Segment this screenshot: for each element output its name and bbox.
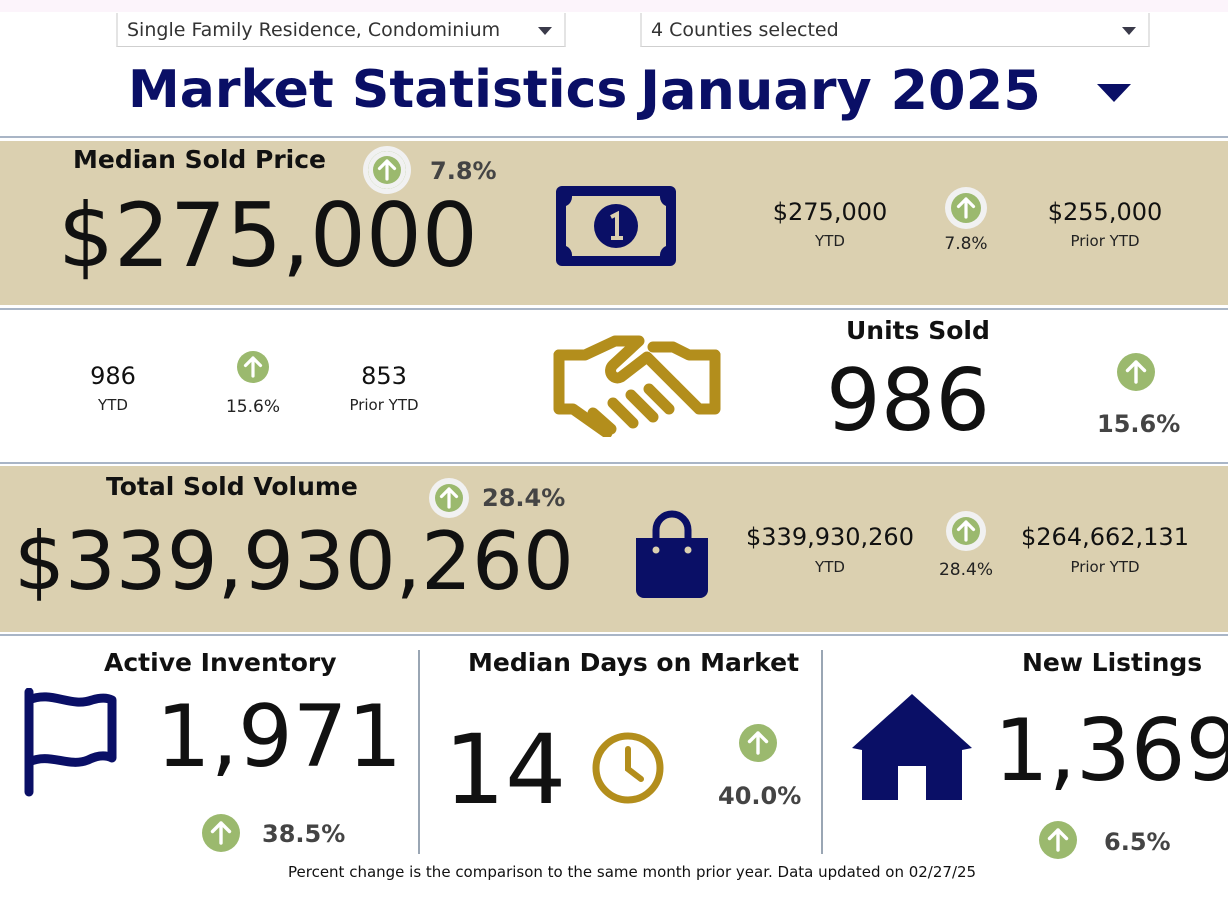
active-inventory-change: 38.5%	[262, 820, 346, 848]
shopping-bag-icon	[636, 510, 708, 598]
chevron-down-icon	[1122, 27, 1136, 35]
total-sold-volume-change: 28.4%	[482, 484, 566, 512]
up-arrow-icon	[1039, 821, 1077, 859]
divider	[0, 462, 1228, 464]
total-sold-volume-label: Total Sold Volume	[106, 472, 358, 501]
active-inventory-label: Active Inventory	[104, 648, 337, 677]
median-days-on-market-change: 40.0%	[718, 782, 802, 810]
column-separator	[418, 650, 420, 854]
units-sold-ytd-change: 15.6%	[225, 397, 280, 417]
column-separator	[821, 650, 823, 854]
units-sold-ytd-value: 986	[90, 362, 136, 390]
median-days-on-market-label: Median Days on Market	[468, 648, 800, 677]
flag-icon	[24, 688, 117, 797]
median-days-on-market-value: 14	[444, 714, 567, 826]
median-sold-price-ytd-value: $275,000	[772, 198, 888, 226]
median-sold-price-prior-value: $255,000	[1047, 198, 1163, 226]
median-sold-price-value: $275,000	[58, 184, 478, 287]
units-sold-prior-value: 853	[361, 362, 407, 390]
median-sold-price-label: Median Sold Price	[73, 145, 327, 174]
up-arrow-icon	[739, 724, 777, 762]
divider	[0, 308, 1228, 310]
clock-icon	[592, 732, 664, 804]
new-listings-change: 6.5%	[1104, 828, 1171, 856]
total-sold-volume-value: $339,930,260	[14, 515, 574, 608]
county-dropdown[interactable]: 4 Counties selected	[640, 13, 1150, 47]
up-arrow-icon	[237, 351, 269, 383]
up-arrow-icon	[945, 187, 987, 229]
median-sold-price-ytd-change: 7.8%	[944, 234, 988, 254]
active-inventory-value: 1,971	[156, 687, 403, 787]
units-sold-prior-label: Prior YTD	[349, 396, 419, 414]
house-icon	[852, 694, 972, 800]
new-listings-value: 1,369	[994, 701, 1228, 801]
period-selector-label[interactable]: January 2025	[640, 59, 1041, 122]
total-sold-volume-prior-label: Prior YTD	[1070, 558, 1140, 576]
up-arrow-icon	[202, 814, 240, 852]
divider	[0, 634, 1228, 636]
units-sold-ytd-label: YTD	[98, 396, 128, 414]
top-strip	[0, 0, 1228, 12]
up-arrow-icon	[368, 151, 406, 189]
chevron-down-icon	[538, 27, 552, 35]
divider	[0, 136, 1228, 138]
median-sold-price-ytd-label: YTD	[815, 232, 845, 250]
units-sold-label: Units Sold	[846, 316, 990, 345]
total-sold-volume-panel	[0, 466, 1228, 632]
county-value: 4 Counties selected	[651, 19, 839, 41]
property-type-value: Single Family Residence, Condominium	[127, 19, 501, 41]
total-sold-volume-ytd-label: YTD	[815, 558, 845, 576]
property-type-dropdown[interactable]: Single Family Residence, Condominium	[116, 13, 566, 47]
up-arrow-icon	[429, 478, 469, 518]
up-arrow-icon	[946, 511, 986, 551]
handshake-icon	[553, 335, 721, 437]
page-title: Market Statistics	[128, 60, 628, 120]
footer-note: Percent change is the comparison to the …	[288, 863, 977, 881]
units-sold-value: 986	[826, 351, 991, 451]
up-arrow-icon	[1117, 353, 1155, 391]
median-sold-price-prior-label: Prior YTD	[1070, 232, 1140, 250]
new-listings-label: New Listings	[1022, 648, 1203, 677]
total-sold-volume-prior-value: $264,662,131	[1021, 523, 1189, 551]
period-dropdown-caret-icon[interactable]	[1096, 83, 1132, 103]
total-sold-volume-ytd-change: 28.4%	[938, 560, 993, 580]
median-sold-price-change: 7.8%	[430, 157, 497, 185]
dollar-bill-icon	[556, 186, 676, 266]
units-sold-change: 15.6%	[1097, 410, 1181, 438]
total-sold-volume-ytd-value: $339,930,260	[746, 523, 914, 551]
